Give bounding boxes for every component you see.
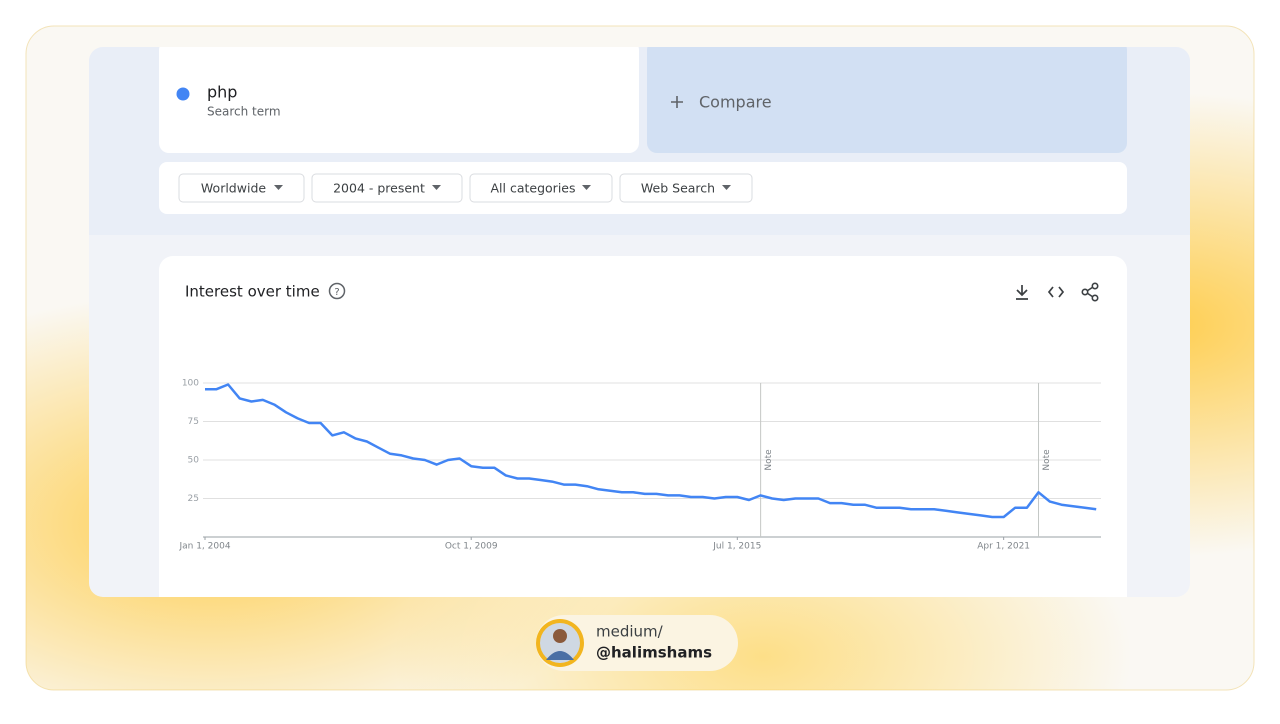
note-label: Note xyxy=(1042,449,1052,471)
filter-label: 2004 - present xyxy=(333,181,425,196)
help-icon[interactable] xyxy=(328,282,346,300)
dropdown-arrow xyxy=(582,185,591,190)
download-icon[interactable] xyxy=(1016,285,1028,300)
y-tick-label: 50 xyxy=(188,456,200,466)
y-tick-label: 100 xyxy=(182,379,199,389)
filter-label: All categories xyxy=(491,181,576,196)
chart-card xyxy=(159,256,1127,597)
filter-label: Web Search xyxy=(641,181,715,196)
search-term: php xyxy=(207,83,237,102)
filter-label: Worldwide xyxy=(201,181,266,196)
dropdown-arrow xyxy=(722,185,731,190)
x-tick-label: Jan 1, 2004 xyxy=(178,542,230,552)
filter-dropdown[interactable] xyxy=(469,173,613,203)
compare-label: Compare xyxy=(699,93,772,112)
author-line2: @halimshams xyxy=(596,644,712,662)
author-pill xyxy=(536,615,738,671)
y-tick-label: 25 xyxy=(188,494,199,504)
embed-icon[interactable] xyxy=(1047,286,1065,298)
search-term-label: Search term xyxy=(207,105,281,119)
plus-icon xyxy=(671,96,683,108)
filter-dropdown[interactable] xyxy=(178,173,305,203)
author-line1: medium/ xyxy=(596,623,664,641)
y-tick-label: 75 xyxy=(188,417,199,427)
help-glyph: ? xyxy=(334,287,339,298)
x-tick-label: Apr 1, 2021 xyxy=(977,542,1030,552)
series-dot xyxy=(176,87,190,101)
x-tick-label: Jul 1, 2015 xyxy=(712,542,761,552)
share-icon[interactable] xyxy=(1081,282,1099,302)
dropdown-arrow xyxy=(274,185,283,190)
note-label: Note xyxy=(764,449,774,471)
filter-dropdown[interactable] xyxy=(619,173,753,203)
filter-dropdown[interactable] xyxy=(311,173,463,203)
x-tick-label: Oct 1, 2009 xyxy=(445,542,498,552)
avatar-face xyxy=(553,629,567,643)
search-card[interactable] xyxy=(159,40,639,153)
avatar-body xyxy=(546,651,574,660)
dropdown-arrow xyxy=(432,185,441,190)
trends-panel: php Search term Compare Worldwide 2004 - … xyxy=(89,40,1190,597)
compare-card[interactable] xyxy=(647,40,1127,153)
trend-line xyxy=(205,383,1097,519)
card-title: Interest over time xyxy=(185,283,320,301)
